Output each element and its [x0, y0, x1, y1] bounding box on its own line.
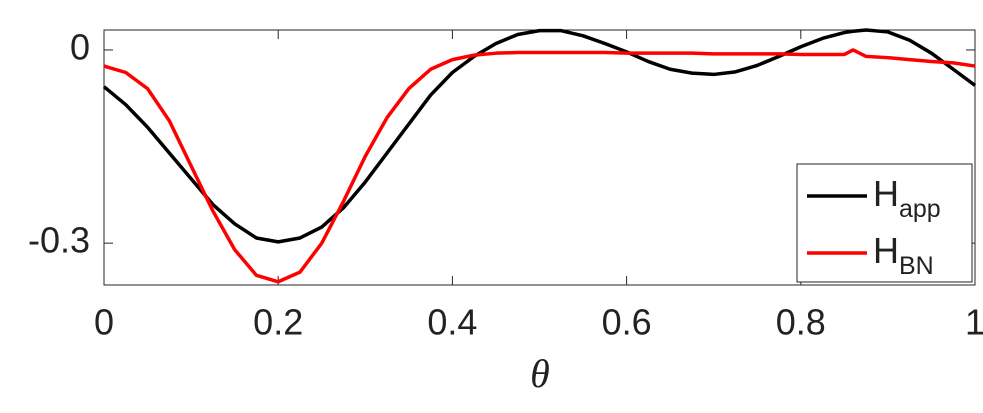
- x-tick-label: 0.2: [253, 302, 303, 343]
- line: [102, 28, 977, 244]
- x-tick-label: 0: [94, 302, 114, 343]
- x-tick-label: 0.8: [776, 302, 826, 343]
- y-tick-label: -0.3: [28, 220, 90, 261]
- line: [103, 48, 976, 284]
- x-axis-label: θ: [530, 351, 550, 396]
- y-tick-label: 0: [70, 26, 90, 67]
- legend-label: HBN: [873, 230, 934, 280]
- x-tick-label: 1: [965, 302, 983, 343]
- legend-box: [796, 163, 973, 283]
- x-tick-label: 0.4: [427, 302, 477, 343]
- legend-label: Happ: [873, 173, 941, 223]
- x-tick-label: 0.6: [602, 302, 652, 343]
